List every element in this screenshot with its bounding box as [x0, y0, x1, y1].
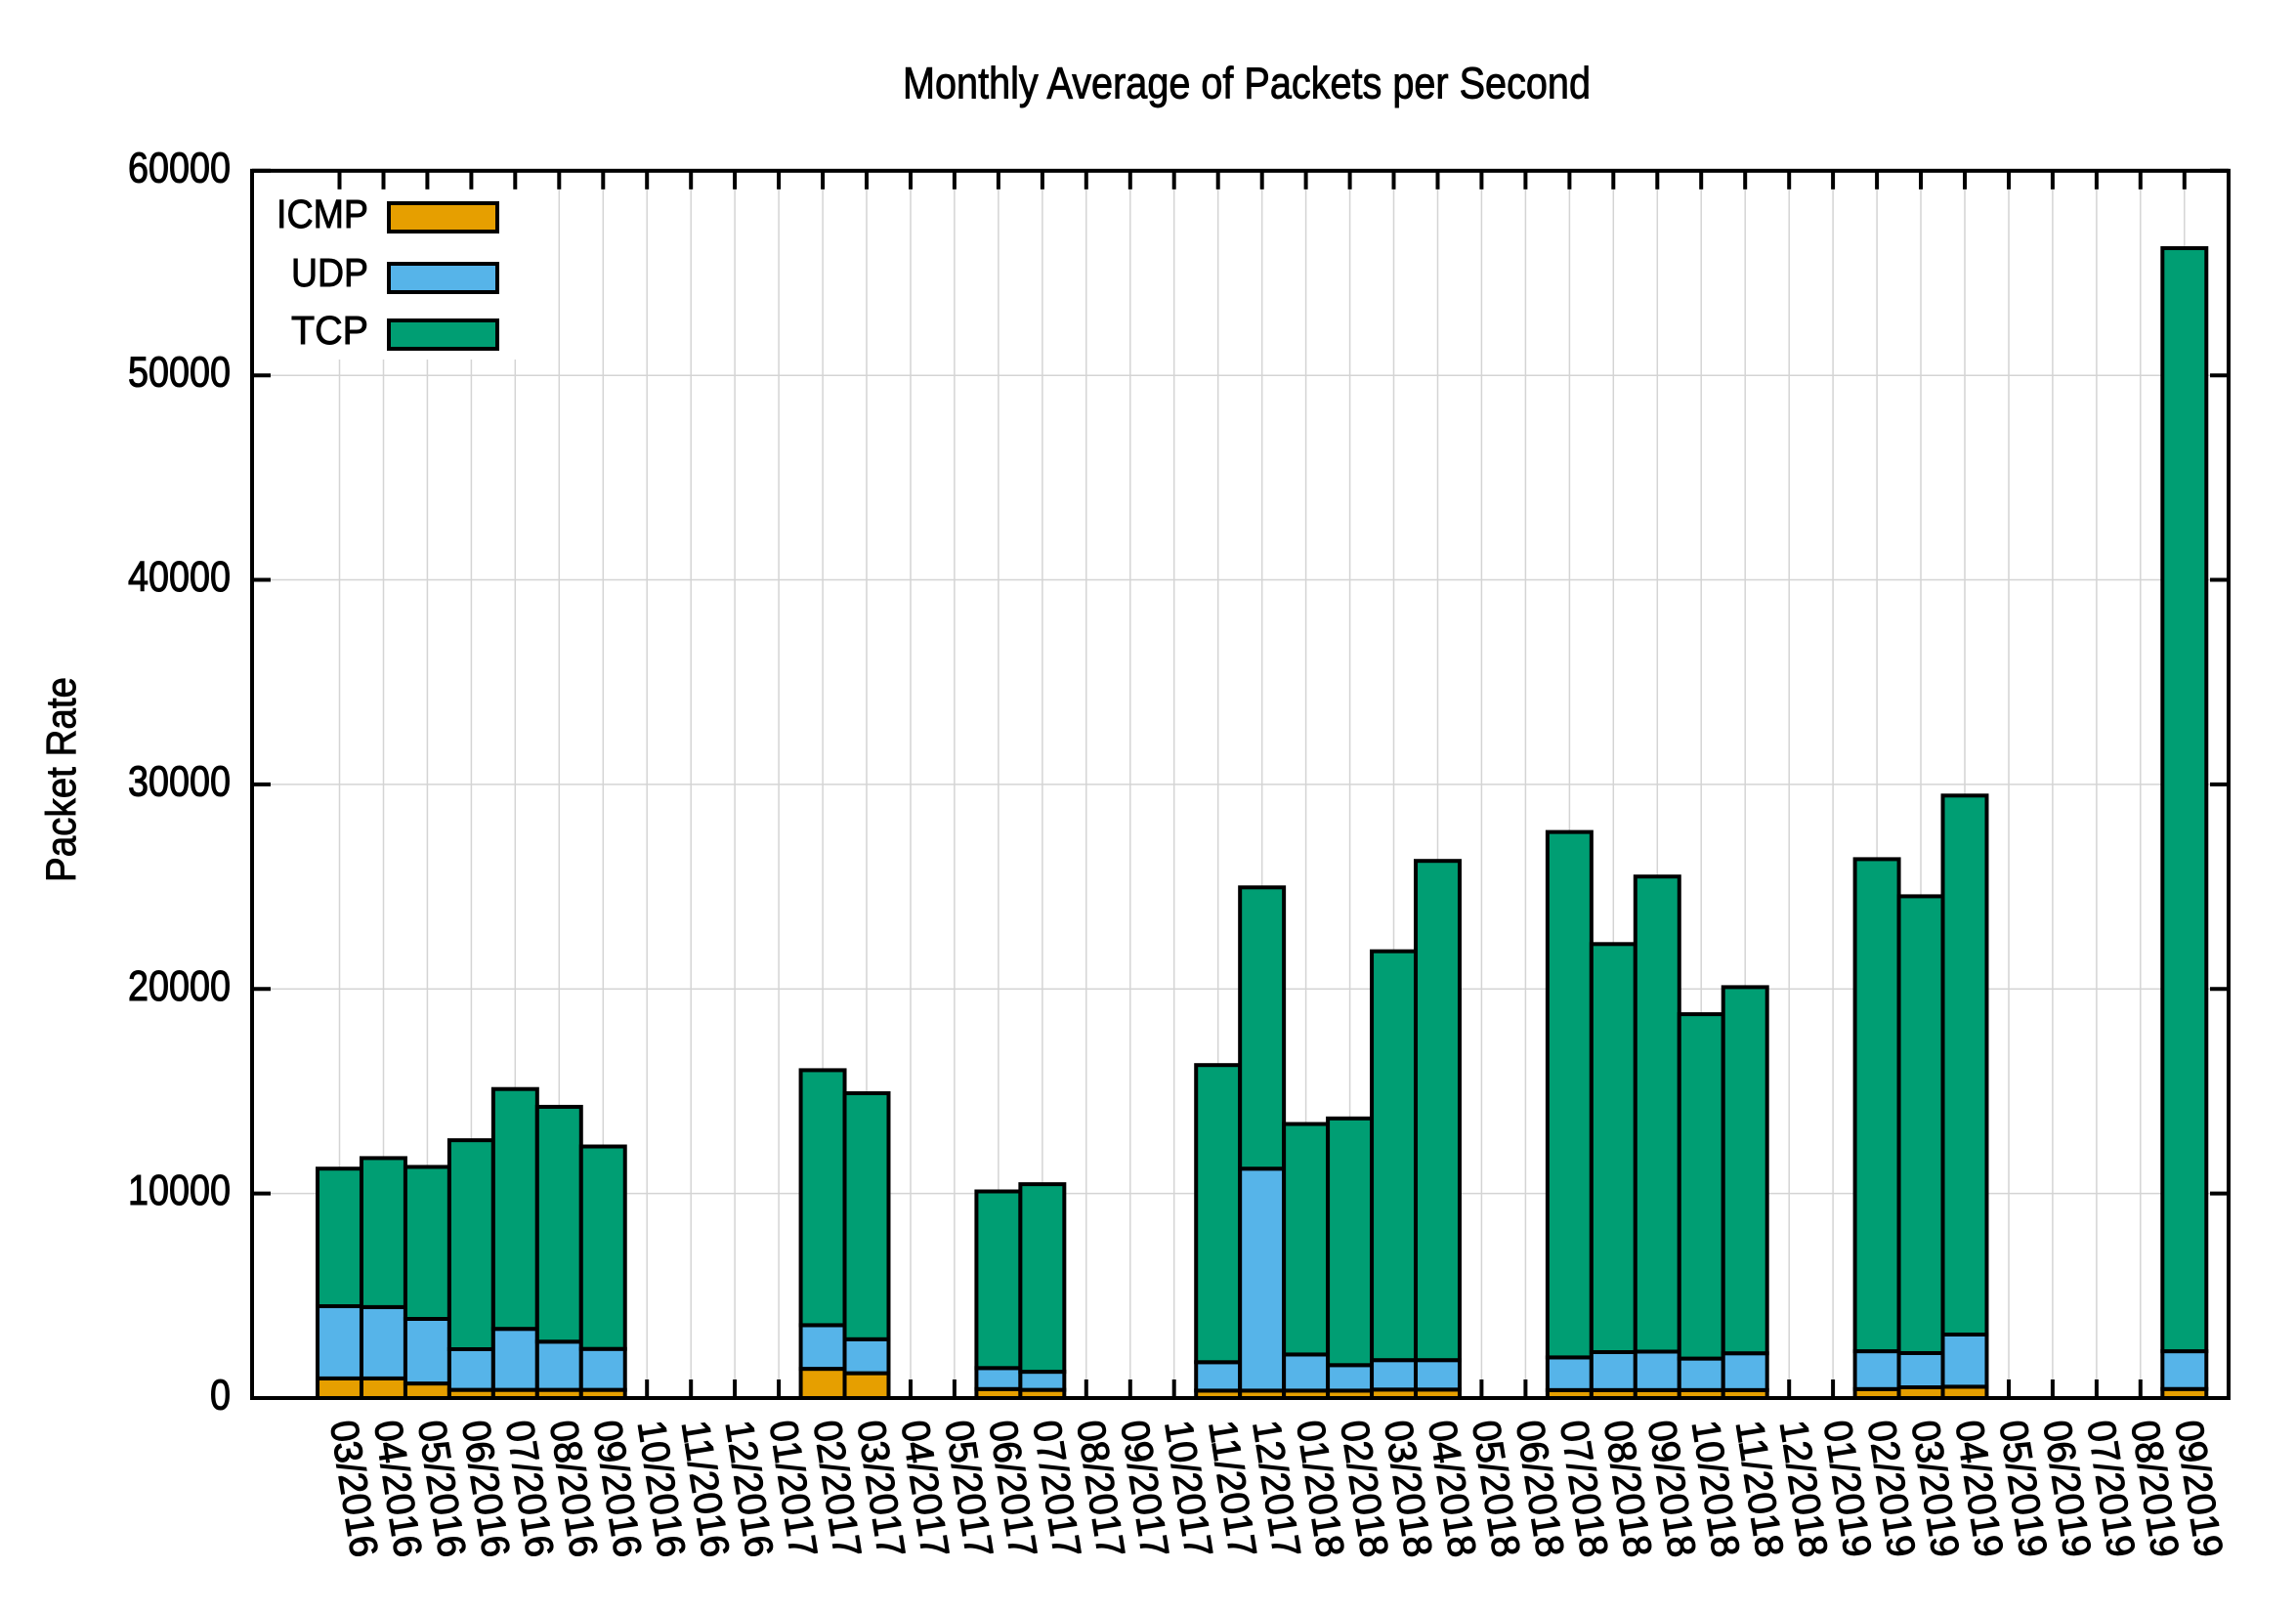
svg-text:05/2018: 05/2018: [1464, 1418, 1528, 1560]
svg-text:ICMP: ICMP: [276, 191, 368, 236]
svg-text:05/2017: 05/2017: [937, 1418, 1001, 1560]
svg-text:60000: 60000: [128, 144, 231, 191]
svg-text:30000: 30000: [128, 757, 231, 805]
svg-text:10000: 10000: [128, 1167, 231, 1214]
svg-text:01/2018: 01/2018: [1288, 1418, 1352, 1560]
svg-text:09/2017: 09/2017: [1112, 1418, 1176, 1560]
svg-text:11/2017: 11/2017: [1200, 1418, 1264, 1560]
svg-text:TCP: TCP: [291, 308, 368, 353]
svg-text:40000: 40000: [128, 553, 231, 601]
svg-text:50000: 50000: [128, 349, 231, 397]
svg-text:Monthly Average of Packets per: Monthly Average of Packets per Second: [903, 58, 1591, 107]
svg-text:08/2016: 08/2016: [541, 1418, 606, 1560]
svg-text:0: 0: [210, 1372, 231, 1420]
svg-text:UDP: UDP: [291, 250, 368, 295]
svg-text:Packet Rate: Packet Rate: [38, 677, 85, 882]
svg-text:20000: 20000: [128, 962, 231, 1010]
